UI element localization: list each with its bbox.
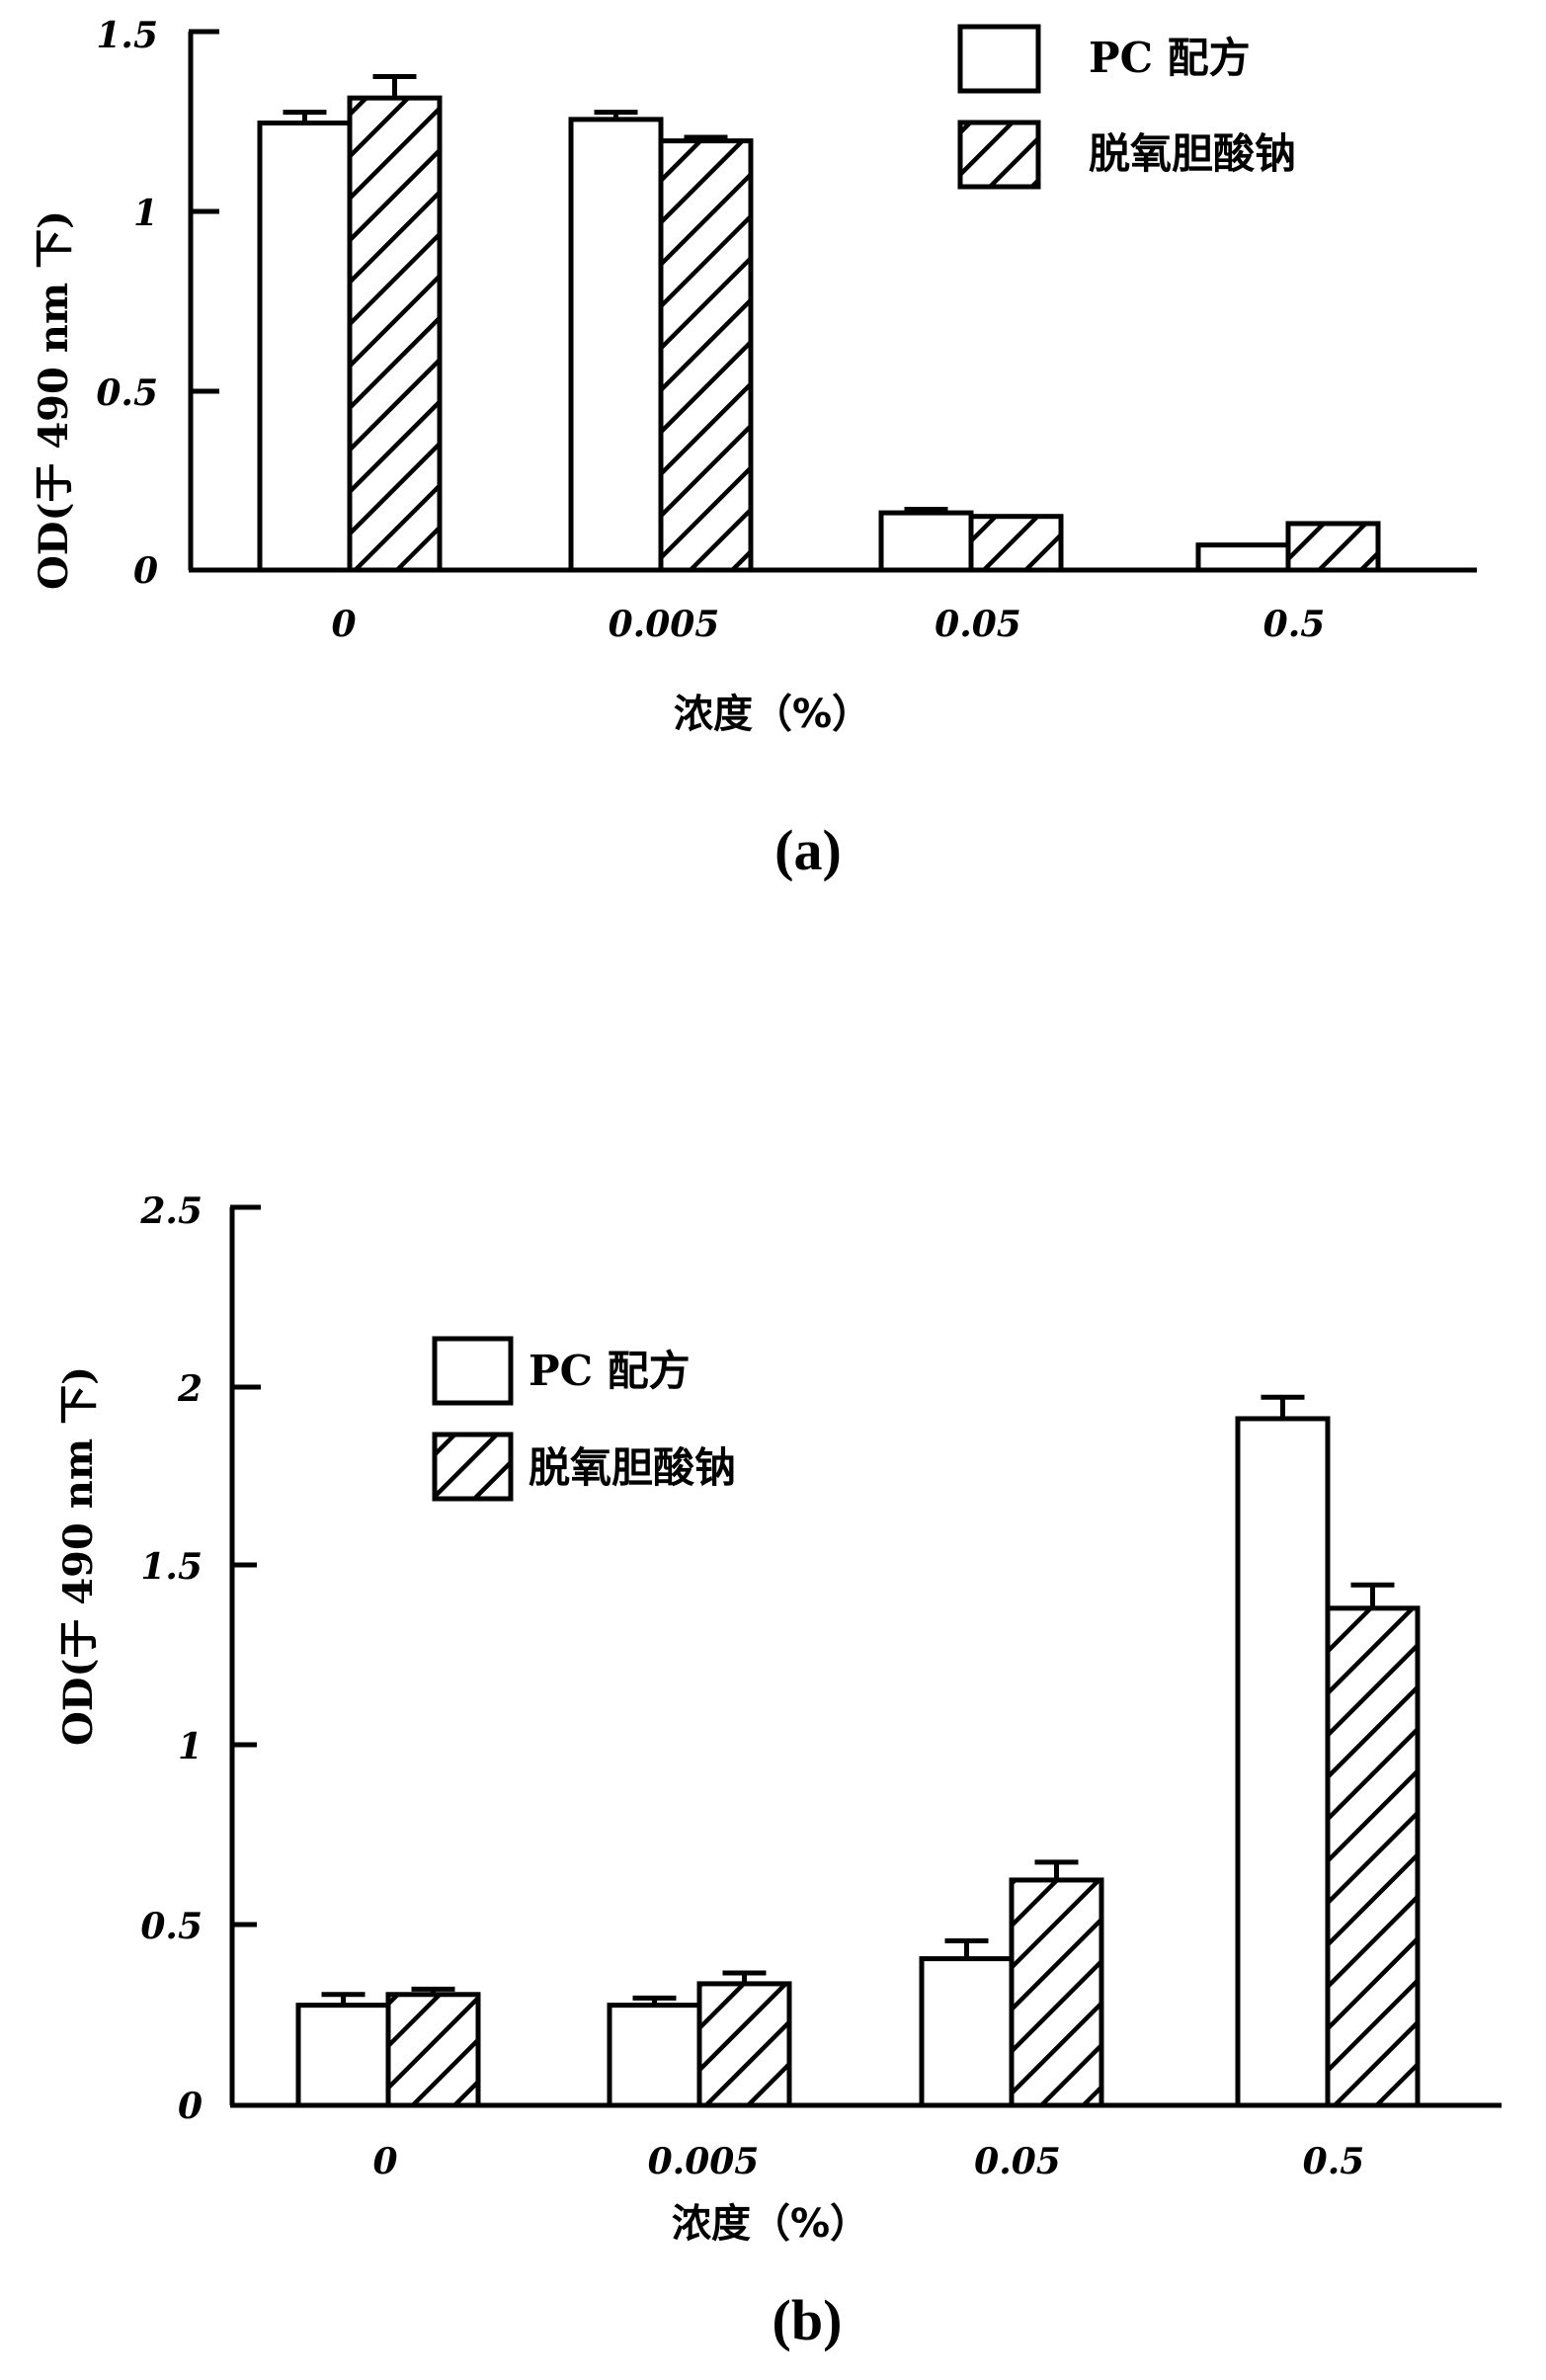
bar-pc-0.005 bbox=[571, 120, 661, 570]
legend-swatch-pc bbox=[435, 1339, 511, 1403]
error-bar bbox=[945, 1940, 989, 1958]
y-tick-labels: 2.5 2 1.5 1 0.5 0 bbox=[139, 1190, 203, 2127]
error-bar bbox=[1035, 1862, 1079, 1880]
y-tick-label: 2.5 bbox=[139, 1190, 203, 1232]
y-tick-label: 0.5 bbox=[96, 372, 158, 414]
x-tick-label: 0.5 bbox=[1303, 2141, 1365, 2182]
legend: PC 配方 脱氧胆酸钠 bbox=[960, 27, 1296, 187]
bar-pc-0.05 bbox=[881, 513, 971, 570]
legend-swatch-pc bbox=[960, 27, 1038, 91]
bar-deoxycholate-0.5 bbox=[1288, 524, 1378, 570]
legend-label-pc: PC 配方 bbox=[1089, 34, 1251, 82]
legend: PC 配方 脱氧胆酸钠 bbox=[435, 1339, 736, 1499]
y-tick-label: 0 bbox=[178, 2086, 203, 2127]
bar-pc-0.005 bbox=[610, 2006, 699, 2105]
bar-deoxycholate-0.005 bbox=[661, 141, 751, 570]
y-axis bbox=[230, 1207, 261, 2105]
y-axis bbox=[189, 32, 219, 570]
bar-deoxycholate-0.5 bbox=[1328, 1608, 1418, 2105]
bar-pc-0.05 bbox=[922, 1959, 1012, 2105]
y-tick-label: 1 bbox=[133, 193, 158, 234]
x-tick-label: 0 bbox=[372, 2141, 397, 2182]
chart-panel-a: 1.5 1 0.5 0 OD(于 490 nm 下) 0 0.005 0.05 … bbox=[31, 15, 1477, 882]
x-tick-label: 0.5 bbox=[1263, 604, 1326, 645]
x-tick-label: 0 bbox=[331, 604, 356, 645]
figure-canvas: 1.5 1 0.5 0 OD(于 490 nm 下) 0 0.005 0.05 … bbox=[0, 0, 1546, 2380]
bar-deoxycholate-0 bbox=[388, 1995, 478, 2105]
error-bar bbox=[373, 76, 417, 98]
bar-pc-0 bbox=[298, 2006, 388, 2105]
legend-label-pc: PC 配方 bbox=[529, 1347, 691, 1395]
y-tick-label: 1.5 bbox=[96, 15, 158, 56]
y-tick-labels: 1.5 1 0.5 0 bbox=[96, 15, 158, 592]
legend-swatch-deoxycholate bbox=[960, 123, 1038, 187]
y-tick-label: 1.5 bbox=[140, 1546, 203, 1588]
bar-deoxycholate-0.05 bbox=[971, 517, 1061, 570]
bars bbox=[298, 1397, 1418, 2105]
panel-label-b: (b) bbox=[773, 2288, 843, 2352]
error-bar bbox=[1351, 1585, 1395, 1608]
bar-deoxycholate-0 bbox=[350, 98, 440, 570]
y-tick-label: 0.5 bbox=[140, 1906, 203, 1947]
x-tick-label: 0.005 bbox=[648, 2141, 760, 2182]
legend-swatch-deoxycholate bbox=[435, 1435, 511, 1499]
x-tick-label: 0.05 bbox=[935, 604, 1021, 645]
chart-panel-b: 2.5 2 1.5 1 0.5 0 OD(于 490 nm 下) 0 0.005… bbox=[55, 1190, 1502, 2352]
panel-label-a: (a) bbox=[774, 818, 842, 882]
bar-pc-0 bbox=[260, 123, 350, 571]
legend-label-deoxycholate: 脱氧胆酸钠 bbox=[1089, 129, 1296, 178]
x-tick-labels: 0 0.005 0.05 0.5 bbox=[331, 604, 1325, 645]
x-tick-label: 0.05 bbox=[974, 2141, 1061, 2182]
x-axis-title: 浓度（%） bbox=[674, 692, 871, 737]
error-bar bbox=[1261, 1397, 1305, 1419]
legend-label-deoxycholate: 脱氧胆酸钠 bbox=[529, 1443, 736, 1492]
y-tick-label: 0 bbox=[133, 550, 158, 592]
bar-pc-0.5 bbox=[1198, 545, 1288, 570]
bar-pc-0.5 bbox=[1238, 1419, 1328, 2105]
y-axis-title: OD(于 490 nm 下) bbox=[55, 1366, 102, 1746]
x-axis-title: 浓度（%） bbox=[672, 2201, 869, 2247]
bar-deoxycholate-0.05 bbox=[1012, 1880, 1101, 2105]
x-tick-labels: 0 0.005 0.05 0.5 bbox=[372, 2141, 1364, 2182]
x-tick-label: 0.005 bbox=[609, 604, 720, 645]
bar-deoxycholate-0.005 bbox=[699, 1984, 789, 2105]
y-tick-label: 1 bbox=[178, 1726, 203, 1767]
y-tick-label: 2 bbox=[177, 1368, 203, 1410]
y-axis-title: OD(于 490 nm 下) bbox=[31, 210, 77, 590]
